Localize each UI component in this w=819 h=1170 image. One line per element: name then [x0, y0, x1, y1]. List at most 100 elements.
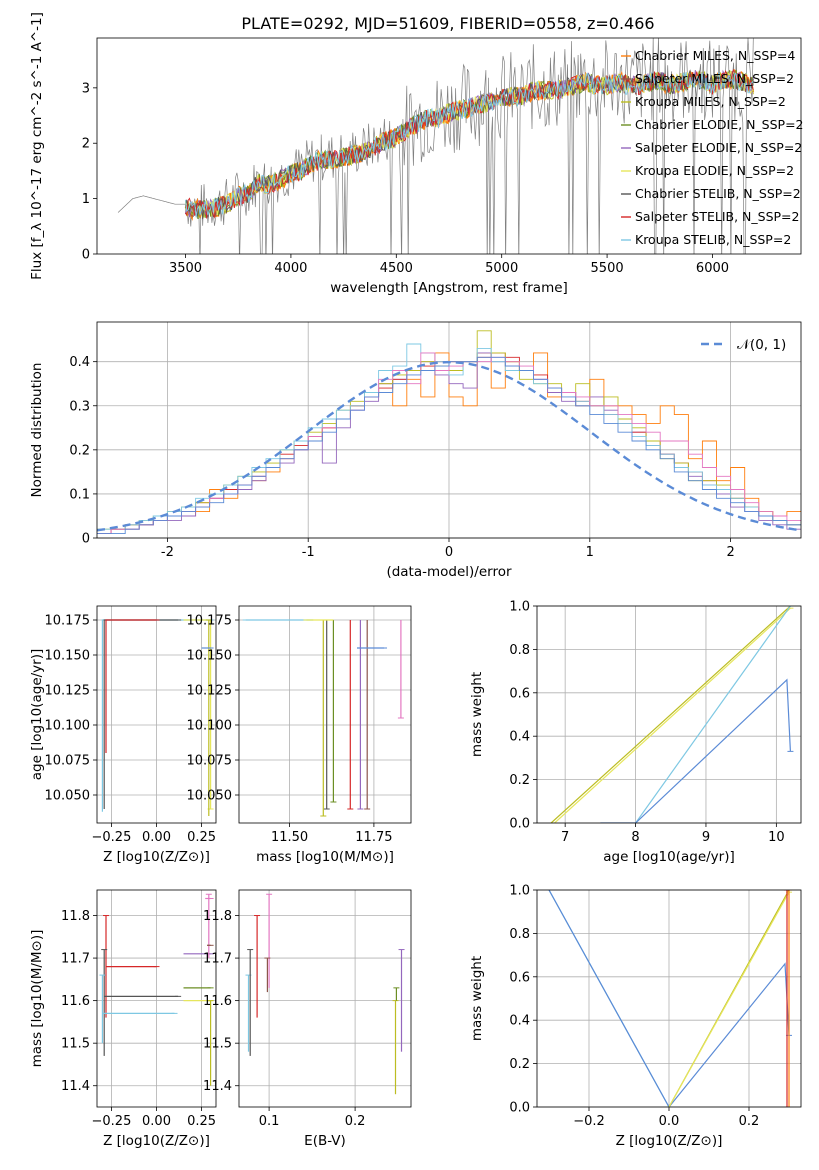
- y-tick-label: 0.0: [509, 1101, 530, 1116]
- y-tick-label: 11.6: [203, 994, 232, 1009]
- panel-massweight-vs-Z: −0.2 0.0 0.2 0.0 0.2 0.4 0.6 0.8 1.0 Z [log10(Z/Z…: [469, 884, 802, 1149]
- parameter-line: [554, 607, 791, 823]
- x-tick-label: −0.25: [92, 830, 132, 845]
- y-tick-label: 11.7: [61, 952, 90, 967]
- y-tick-label: 11.4: [61, 1079, 90, 1094]
- y-axis-label: mass weight: [469, 956, 485, 1041]
- y-tick-label: 0: [82, 248, 90, 263]
- plot-area: [548, 890, 792, 1107]
- plot-area: [550, 606, 794, 823]
- y-tick-label: 10.075: [187, 754, 233, 769]
- parameter-line: [103, 619, 179, 809]
- x-axis-label: (data-model)/error: [386, 564, 512, 580]
- legend: 𝒩(0, 1): [701, 337, 786, 353]
- parameter-line: [550, 606, 791, 823]
- x-axis-label: Z [log10(Z/Z⊙)]: [616, 1133, 723, 1149]
- parameter-line: [635, 606, 791, 823]
- x-tick-label: -2: [161, 545, 174, 560]
- residual-histogram-line: [97, 356, 801, 535]
- x-tick-label: 0.2: [739, 1114, 760, 1129]
- y-tick-label: 10.050: [45, 789, 91, 804]
- y-tick-label: 0.4: [509, 730, 530, 745]
- model-spectrum-line: [185, 71, 754, 218]
- model-spectrum-line: [185, 68, 754, 219]
- x-tick-label: 3500: [169, 261, 202, 276]
- y-tick-label: 0.3: [69, 399, 90, 414]
- axes-frame: [96, 889, 217, 1108]
- y-axis-label: Normed distribution: [29, 363, 45, 498]
- y-tick-label: 0.4: [509, 1014, 530, 1029]
- x-tick-label: -1: [302, 545, 315, 560]
- x-axis-label: E(B-V): [304, 1133, 346, 1149]
- x-tick-label: 2: [726, 545, 734, 560]
- figure-title: PLATE=0292, MJD=51609, FIBERID=0558, z=0…: [241, 14, 654, 33]
- y-tick-label: 11.7: [203, 952, 232, 967]
- x-tick-label: 5000: [485, 261, 518, 276]
- y-tick-label: 0.1: [69, 487, 90, 502]
- y-tick-label: 11.6: [61, 994, 90, 1009]
- x-tick-label: 9: [702, 830, 710, 845]
- x-tick-label: 10: [768, 830, 785, 845]
- plot-area: [97, 330, 801, 535]
- x-tick-label: 1: [586, 545, 594, 560]
- legend-label: Kroupa MILES, N_SSP=2: [635, 94, 786, 109]
- panel-age-vs-mass: 11.50 11.75 10.050 10.075 10.100 10.125 10.150…: [187, 605, 412, 865]
- plot-area: [101, 619, 214, 816]
- plot-area: [242, 619, 404, 817]
- y-tick-label: 10.100: [187, 719, 233, 734]
- x-axis-label: mass [log10(M/M⊙)]: [256, 849, 394, 865]
- x-tick-label: 0.00: [142, 1114, 171, 1129]
- x-tick-label: −0.2: [573, 1114, 605, 1129]
- y-tick-label: 0.4: [69, 355, 90, 370]
- x-tick-label: 8: [631, 830, 639, 845]
- axes-frame: [536, 605, 802, 824]
- panel-massweight-vs-age: 7 8 9 10 0.0 0.2 0.4 0.6 0.8 1.0 age [log10(age/yr…: [469, 600, 802, 865]
- y-tick-label: 11.5: [61, 1037, 90, 1052]
- x-axis-label: Z [log10(Z/Z⊙)]: [103, 1133, 210, 1149]
- x-tick-label: 0.25: [187, 1114, 216, 1129]
- y-tick-label: 11.8: [203, 909, 232, 924]
- legend-label: Chabrier ELODIE, N_SSP=2: [635, 117, 804, 132]
- parameter-line: [668, 891, 790, 1107]
- y-tick-label: 10.125: [45, 684, 91, 699]
- x-tick-label: 0.00: [142, 830, 171, 845]
- x-tick-label: 5500: [591, 261, 624, 276]
- x-tick-label: 0: [445, 545, 453, 560]
- x-tick-label: 0.1: [259, 1114, 280, 1129]
- panel-residuals: -2 -1 0 1 2 0 0.1 0.2 0.3 0.4 (data-model)/error No…: [29, 321, 802, 580]
- x-tick-label: 11.50: [271, 830, 308, 845]
- y-tick-label: 0.0: [509, 817, 530, 832]
- y-tick-label: 0.2: [69, 443, 90, 458]
- legend-label: Kroupa STELIB, N_SSP=2: [635, 232, 791, 247]
- legend-label: Chabrier STELIB, N_SSP=2: [635, 186, 801, 201]
- y-tick-label: 11.4: [203, 1079, 232, 1094]
- y-tick-label: 10.150: [45, 649, 91, 664]
- y-tick-label: 0.2: [509, 773, 530, 788]
- x-tick-label: −0.25: [92, 1114, 132, 1129]
- legend-label: Chabrier MILES, N_SSP=4: [635, 48, 795, 63]
- axes-frame: [96, 37, 802, 255]
- y-axis-label: mass weight: [469, 672, 485, 757]
- panel-mass-vs-Z: −0.25 0.00 0.25 11.4 11.5 11.6 11.7 11.8 Z [log1…: [29, 889, 217, 1149]
- y-tick-label: 10.175: [187, 614, 233, 629]
- panel-age-vs-Z: −0.25 0.00 0.25 10.050 10.075 10.100 10.125 10.…: [29, 605, 217, 865]
- panel-spectrum: 3500 4000 4500 5000 5500 6000 0 1 2 3 wavelength […: [29, 12, 804, 296]
- axes-frame: [96, 321, 802, 539]
- x-tick-label: 0.0: [659, 1114, 680, 1129]
- residual-histogram-line: [97, 352, 801, 535]
- x-tick-label: 11.75: [355, 830, 392, 845]
- y-tick-label: 10.125: [187, 684, 233, 699]
- y-tick-label: 1.0: [509, 884, 530, 899]
- y-tick-label: 0.6: [509, 686, 530, 701]
- y-tick-label: 10.075: [45, 754, 91, 769]
- panel-mass-vs-ebv: 0.1 0.2 11.4 11.5 11.6 11.7 11.8 E(B-V): [203, 889, 412, 1149]
- x-tick-label: 0.2: [345, 1114, 366, 1129]
- y-tick-label: 1: [82, 192, 90, 207]
- y-tick-label: 0: [82, 532, 90, 547]
- plot-area: [245, 893, 405, 1095]
- x-tick-label: 6000: [696, 261, 729, 276]
- x-axis-label: wavelength [Angstrom, rest frame]: [330, 280, 568, 296]
- parameter-line: [105, 619, 157, 753]
- y-tick-label: 10.050: [187, 789, 233, 804]
